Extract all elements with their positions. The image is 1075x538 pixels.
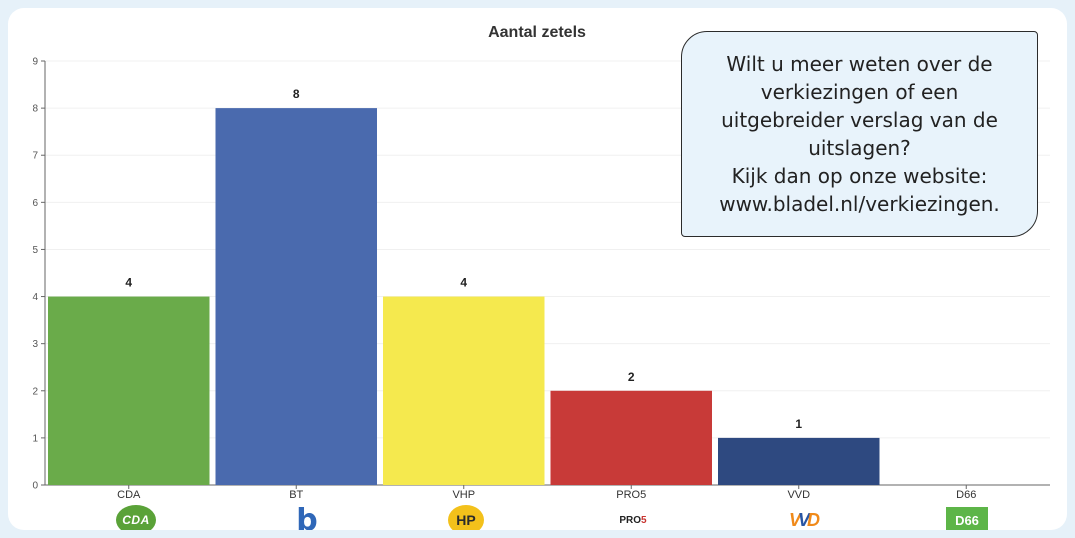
y-tick-label: 9 (32, 57, 38, 68)
bar-bt (215, 108, 377, 485)
bar-value-label: 4 (460, 276, 467, 290)
x-tick-label: BT (289, 489, 303, 501)
info-website-link[interactable]: www.bladel.nl/verkiezingen. (719, 192, 1000, 216)
pro5-logo-icon: PRO5 (619, 514, 647, 526)
chart-card: 0 1 2 3 4 5 6 7 8 9 4 CDA 8 BT 4 VHP 2 PRO5 1 VVD D66 Aantal … (8, 8, 1067, 530)
bar-value-label: 4 (125, 276, 132, 290)
vvd-logo-icon: VVD (788, 509, 820, 530)
info-line: uitslagen? (808, 136, 911, 160)
bar-vhp (383, 296, 545, 485)
info-line: Kijk dan op onze website: (731, 164, 988, 188)
info-line: verkiezingen of een (760, 80, 959, 104)
bar-vvd (718, 437, 880, 485)
x-tick-label: PRO5 (616, 489, 646, 501)
bar-value-label: 1 (795, 417, 802, 431)
vhp-logo-icon: HP (446, 505, 486, 530)
info-line: Wilt u meer weten over de (726, 52, 993, 76)
y-tick-label: 2 (32, 386, 38, 397)
y-tick-label: 8 (32, 104, 38, 115)
y-tick-label: 5 (32, 245, 38, 256)
d66-logo-icon: D66 (944, 505, 990, 530)
x-tick-label: D66 (956, 489, 976, 501)
bar-cda (48, 296, 210, 485)
x-tick-label: CDA (117, 489, 141, 501)
bar-chart: 0 1 2 3 4 5 6 7 8 9 4 CDA 8 BT 4 VHP 2 PRO5 1 VVD D66 Aantal … (32, 24, 1050, 501)
y-tick-label: 3 (32, 339, 38, 350)
bar-value-label: 8 (293, 87, 300, 101)
y-tick-label: 1 (32, 433, 38, 444)
x-tick-label: VVD (787, 489, 810, 501)
y-tick-label: 6 (32, 198, 38, 209)
cda-logo-icon: CDA (113, 505, 159, 530)
bar-pro5 (550, 390, 712, 485)
y-tick-label: 0 (32, 481, 38, 492)
bar-value-label: 2 (628, 370, 635, 384)
bt-logo-icon: b (296, 502, 318, 531)
info-line: uitgebreider verslag van de (721, 108, 998, 132)
chart-title: Aantal zetels (488, 24, 586, 41)
x-tick-label: VHP (452, 489, 475, 501)
info-callout: Wilt u meer weten over de verkiezingen o… (681, 31, 1038, 237)
y-tick-label: 7 (32, 151, 38, 162)
y-tick-label: 4 (32, 292, 38, 303)
